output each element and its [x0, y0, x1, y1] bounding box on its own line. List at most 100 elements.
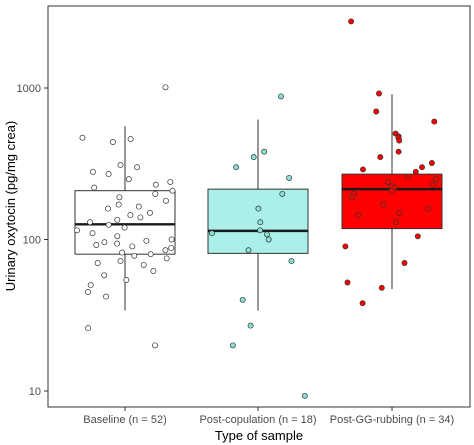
- data-point: [208, 230, 215, 237]
- data-point: [105, 171, 112, 178]
- data-point: [115, 201, 122, 208]
- data-point: [279, 190, 286, 197]
- data-point: [131, 252, 138, 259]
- data-point: [114, 233, 121, 240]
- data-point: [116, 194, 123, 201]
- data-point: [93, 242, 100, 248]
- data-point: [117, 258, 124, 265]
- x-axis: Baseline (n = 52) Post-copulation (n = 18…: [83, 407, 454, 426]
- data-point: [150, 268, 157, 274]
- data-point: [114, 216, 121, 223]
- data-point: [344, 279, 351, 286]
- data-point: [414, 233, 421, 240]
- data-point: [147, 209, 153, 216]
- data-point: [117, 162, 124, 169]
- plot-panel: [47, 5, 471, 408]
- data-point: [247, 322, 254, 329]
- y-tick-label: 100: [23, 235, 41, 247]
- data-point: [425, 205, 432, 212]
- data-point: [355, 212, 362, 219]
- data-point: [85, 289, 91, 295]
- data-point: [396, 137, 403, 144]
- data-point: [378, 284, 385, 291]
- data-point: [162, 247, 169, 254]
- box-iqr: [341, 173, 443, 230]
- data-point: [395, 148, 402, 155]
- data-point: [257, 219, 264, 226]
- data-point: [87, 282, 94, 289]
- x-tick-label: Post-copulation (n = 18): [199, 414, 316, 426]
- data-point: [401, 260, 408, 266]
- data-point: [101, 272, 108, 279]
- data-point: [134, 164, 141, 171]
- data-point: [89, 168, 96, 175]
- data-point: [168, 244, 175, 251]
- data-point: [257, 227, 264, 234]
- data-point: [137, 214, 144, 221]
- data-point: [388, 187, 395, 194]
- data-point: [163, 255, 170, 262]
- data-point: [101, 239, 108, 246]
- data-point: [143, 237, 150, 244]
- data-point: [105, 205, 111, 212]
- data-point: [263, 231, 270, 238]
- data-point: [377, 154, 384, 161]
- data-point: [109, 139, 116, 145]
- x-tick-label: Baseline (n = 52): [83, 414, 166, 426]
- panel-border: [47, 5, 471, 408]
- data-point: [419, 164, 425, 171]
- data-point: [278, 93, 284, 100]
- data-point: [286, 174, 293, 181]
- data-point: [162, 84, 169, 91]
- data-point: [376, 90, 382, 97]
- data-point: [89, 230, 96, 237]
- x-axis-title: Type of sample: [215, 428, 303, 443]
- y-axis-title: Urinary oxytocin (pg/mg crea): [3, 121, 18, 292]
- data-point: [301, 392, 308, 399]
- data-point: [119, 249, 126, 256]
- data-point: [74, 227, 80, 234]
- data-point: [229, 342, 236, 349]
- data-point: [91, 184, 98, 191]
- y-tick-label: 10: [29, 386, 41, 398]
- data-point: [396, 209, 403, 216]
- data-point: [140, 261, 147, 268]
- data-point: [79, 134, 86, 141]
- data-point: [373, 108, 380, 115]
- data-point: [261, 148, 268, 155]
- data-point: [429, 181, 436, 188]
- data-point: [85, 325, 92, 332]
- data-point: [125, 176, 132, 183]
- data-point: [127, 212, 134, 219]
- data-point: [105, 221, 112, 228]
- data-point: [404, 173, 411, 180]
- x-tick-label: Post-GG-rubbing (n = 34): [330, 414, 454, 426]
- data-point: [167, 178, 174, 185]
- y-axis: 10 100 1000: [17, 83, 48, 398]
- data-point: [127, 136, 134, 143]
- data-point: [348, 18, 355, 25]
- data-point: [114, 240, 121, 247]
- data-point: [135, 203, 142, 210]
- data-point: [163, 197, 169, 204]
- data-point: [87, 219, 93, 226]
- data-point: [250, 154, 257, 161]
- data-point: [123, 277, 130, 283]
- data-point: [288, 258, 295, 265]
- data-point: [255, 205, 262, 212]
- data-point: [152, 181, 159, 188]
- data-point: [245, 247, 252, 254]
- data-point: [380, 201, 387, 208]
- data-point: [428, 160, 435, 166]
- data-point: [94, 260, 101, 266]
- data-point: [152, 342, 158, 349]
- data-point: [432, 176, 439, 183]
- box-group: [74, 94, 443, 311]
- data-point: [103, 293, 109, 300]
- data-point: [412, 168, 419, 175]
- data-point: [384, 178, 391, 185]
- data-point: [342, 243, 349, 250]
- data-point: [265, 236, 272, 243]
- data-point: [233, 164, 240, 171]
